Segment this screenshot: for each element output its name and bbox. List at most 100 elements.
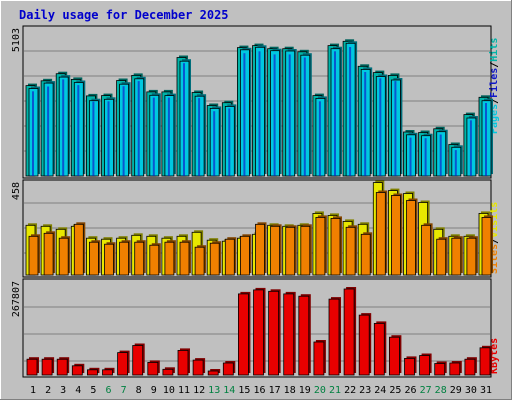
- day-label: 1: [30, 385, 36, 396]
- files-bar: [183, 63, 185, 177]
- kbytes-bar: [102, 369, 113, 376]
- legend-separator: /: [489, 62, 500, 68]
- day-label: 26: [404, 385, 416, 396]
- kbytes-bar: [343, 288, 355, 376]
- day-label: 22: [344, 385, 356, 396]
- files-bar: [334, 51, 336, 176]
- sites-bar: [119, 241, 129, 276]
- sites-bar: [451, 237, 462, 276]
- day-label: 25: [389, 385, 401, 396]
- sites-bar: [179, 241, 190, 276]
- kbytes-bar: [449, 362, 461, 376]
- kbytes-bar: [71, 365, 83, 376]
- sites-bar: [375, 192, 386, 276]
- files-bar: [32, 91, 34, 176]
- day-label: 10: [163, 385, 175, 396]
- sites-bar: [104, 243, 114, 276]
- day-label: 24: [374, 385, 386, 396]
- files-bar: [213, 111, 216, 176]
- files-bar: [379, 78, 382, 176]
- kbytes-bar: [177, 349, 189, 376]
- kbytes-bar: [268, 290, 280, 376]
- files-bar: [439, 134, 442, 176]
- files-bar: [92, 101, 95, 176]
- kbytes-bar: [207, 370, 219, 376]
- legend-separator: /: [489, 238, 500, 244]
- files-bar: [273, 54, 276, 176]
- sites-bar: [224, 238, 235, 276]
- sites-bar: [58, 237, 69, 276]
- files-bar: [137, 81, 140, 176]
- files-bar: [364, 72, 367, 176]
- sites-bar: [164, 241, 175, 276]
- kbytes-bar: [328, 298, 340, 376]
- sites-bar: [406, 200, 416, 276]
- sites-bar: [481, 216, 492, 276]
- legend-hits: Hits: [488, 38, 500, 62]
- day-label: 31: [480, 385, 492, 396]
- kbytes-bar: [253, 289, 264, 376]
- kbytes-bar: [26, 358, 38, 376]
- hits-ymax-label: 5103: [11, 28, 22, 52]
- sites-bar: [466, 237, 477, 276]
- sites-bar: [43, 232, 54, 276]
- kbytes-bar: [419, 355, 431, 376]
- files-bar: [318, 101, 321, 176]
- sites-bar: [239, 235, 250, 276]
- kbytes-bar: [404, 357, 415, 376]
- day-label: 14: [223, 385, 235, 396]
- day-label: 13: [208, 385, 220, 396]
- kbytes-bar: [87, 369, 98, 376]
- day-label: 6: [105, 385, 111, 396]
- kbytes-bar: [147, 361, 159, 376]
- day-label: 30: [465, 385, 477, 396]
- sites-bar: [149, 244, 160, 276]
- files-bar: [288, 54, 291, 176]
- day-label: 27: [420, 385, 432, 396]
- files-bar: [167, 97, 170, 176]
- kbytes-bar: [373, 322, 385, 376]
- files-bar: [409, 137, 412, 176]
- files-bar: [152, 97, 155, 176]
- legend-separator: /: [489, 98, 500, 104]
- kbytes-bar: [56, 358, 68, 376]
- files-bar: [303, 57, 306, 176]
- files-bar: [122, 86, 125, 176]
- day-label: 19: [299, 385, 311, 396]
- legend-files: Files: [488, 68, 500, 98]
- sites-bar: [28, 235, 39, 276]
- sites-bar: [330, 217, 341, 276]
- kbytes-bar: [162, 368, 174, 376]
- sites-bar: [134, 241, 145, 276]
- legend-pages: Pages: [489, 104, 500, 134]
- day-label: 17: [269, 385, 281, 396]
- day-label: 29: [450, 385, 462, 396]
- day-label: 28: [435, 385, 447, 396]
- files-bar: [258, 51, 261, 176]
- sites-bar: [345, 226, 356, 276]
- kbytes-bar: [41, 358, 53, 376]
- sites-bar: [73, 223, 84, 276]
- files-bar: [62, 79, 65, 176]
- day-axis-labels: 1 2 3 4 5 6 7 8 9 10 11 12 13 14 15 16 17 18 19 20 21 22 23 24 2…: [30, 385, 492, 396]
- day-label: 21: [329, 385, 341, 396]
- day-label: 3: [60, 385, 66, 396]
- hits-panel-legend: Pages/Files/Hits: [488, 38, 500, 134]
- kbytes-bar: [388, 336, 400, 376]
- kbytes-bar: [237, 293, 249, 376]
- sites-bar: [194, 246, 205, 276]
- day-label: 12: [193, 385, 205, 396]
- kbytes-bar: [358, 314, 370, 376]
- files-bar: [469, 120, 472, 176]
- sites-bar: [270, 225, 281, 276]
- kbytes-bar: [479, 347, 491, 376]
- files-bar: [349, 47, 352, 176]
- sites-bar: [360, 233, 371, 276]
- day-label: 9: [151, 385, 157, 396]
- kbytes-bar: [117, 352, 128, 376]
- sites-bar: [436, 238, 447, 276]
- files-bar: [107, 101, 110, 176]
- day-label: 4: [75, 385, 81, 396]
